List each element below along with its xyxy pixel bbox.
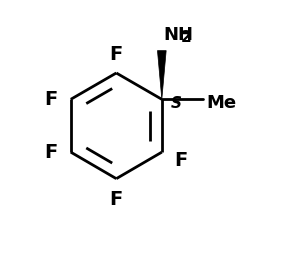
Text: 2: 2 (181, 30, 192, 45)
Text: NH: NH (164, 26, 194, 44)
Polygon shape (157, 51, 166, 99)
Text: F: F (45, 143, 58, 162)
Text: F: F (175, 151, 188, 170)
Text: Me: Me (206, 94, 237, 112)
Text: F: F (45, 90, 58, 109)
Text: S: S (171, 96, 182, 111)
Text: F: F (110, 45, 123, 65)
Text: F: F (110, 190, 123, 209)
